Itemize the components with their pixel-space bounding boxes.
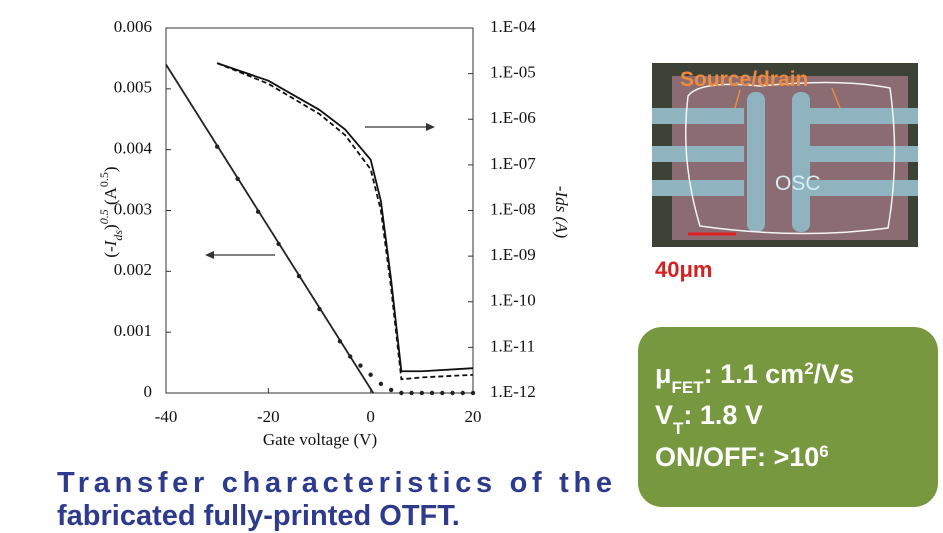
y2-tick-label: 1.E-07 — [490, 154, 536, 173]
x-tick-label: 20 — [465, 407, 482, 426]
series-line — [216, 62, 474, 381]
data-point — [255, 209, 261, 214]
y-label-part: ) — [101, 224, 120, 230]
data-point — [409, 390, 414, 396]
y-tick-label: 0.001 — [114, 321, 152, 340]
y2-label: -Ids (A) — [552, 186, 571, 239]
summary-part: FET — [672, 378, 705, 397]
data-point — [470, 390, 476, 396]
y-tick-label: 0.006 — [114, 17, 152, 36]
data-point — [388, 387, 394, 393]
data-point — [368, 372, 373, 377]
data-point — [358, 363, 363, 368]
y-tick-label: 0.003 — [114, 199, 152, 218]
x-tick-label: -20 — [257, 407, 280, 426]
summary-line: VT: 1.8 V — [655, 400, 763, 438]
y2-tick-label: 1.E-08 — [490, 199, 536, 218]
data-point — [214, 144, 220, 149]
data-point — [235, 176, 240, 182]
y2-tick-label: 1.E-09 — [490, 245, 536, 264]
y-tick-label: 0.005 — [114, 78, 152, 97]
y2-tick-label: 1.E-06 — [490, 108, 536, 127]
caption-line: fabricated fully-printed OTFT. — [57, 500, 460, 532]
plot-frame — [165, 27, 474, 394]
summary-line: μFET: 1.1 cm2/Vs — [655, 359, 854, 397]
x-label: Gate voltage (V) — [263, 430, 377, 449]
y-label: (-Ids)0.5 (A0.5) — [97, 166, 125, 257]
y-tick-label: 0.002 — [114, 260, 152, 279]
summary-part: T — [673, 419, 684, 438]
right-arrow — [365, 123, 435, 131]
summary-part: 2 — [804, 359, 813, 378]
x-tick-label: 0 — [366, 407, 375, 426]
y2-tick-label: 1.E-05 — [490, 63, 536, 82]
y-tick-label: 0.004 — [114, 139, 153, 158]
y-label-part: (- — [101, 246, 120, 258]
summary-part: 6 — [819, 442, 828, 461]
y-label-part: (A — [101, 186, 120, 209]
y2-tick-label: 1.E-04 — [490, 17, 536, 36]
y2-tick-label: 1.E-11 — [490, 336, 535, 355]
summary-box — [638, 327, 938, 507]
micrograph-label: OSC — [775, 172, 821, 195]
summary-part: : 1.8 V — [683, 400, 763, 430]
y-label-part: 0.5 — [97, 209, 111, 224]
data-point — [419, 390, 425, 396]
micrograph: Source/drain OSC — [652, 63, 918, 247]
y-label-part: 0.5 — [97, 172, 111, 187]
y-label-part: I — [101, 239, 120, 247]
data-point — [337, 339, 343, 344]
summary-part: /Vs — [814, 359, 855, 389]
data-point — [429, 390, 435, 396]
data-point — [450, 390, 455, 396]
scale-label: 40μm — [655, 257, 713, 282]
y-tick-label: 0 — [144, 382, 153, 401]
y-label-part: ds — [111, 230, 125, 241]
summary-part: : 1.1 cm — [704, 359, 805, 389]
y-label-part: ) — [101, 166, 120, 172]
summary-line: ON/OFF: >106 — [655, 442, 829, 473]
y2-tick-label: 1.E-12 — [490, 382, 536, 401]
data-point — [276, 241, 281, 247]
data-point — [317, 306, 322, 312]
data-point — [399, 390, 404, 396]
x-tick-label: -40 — [155, 407, 178, 426]
data-point — [296, 274, 302, 279]
data-point — [378, 381, 384, 387]
summary-part: ON/OFF: >10 — [655, 442, 819, 472]
data-point — [460, 390, 465, 396]
summary-part: V — [655, 400, 673, 430]
y2-tick-label: 1.E-10 — [490, 291, 536, 310]
series-line — [216, 62, 474, 373]
series-line — [165, 64, 374, 394]
data-point — [348, 354, 353, 359]
left-arrow — [205, 251, 275, 259]
data-point — [440, 390, 445, 396]
summary-part: μ — [655, 359, 672, 389]
micrograph-label: Source/drain — [680, 68, 808, 91]
caption-line: Transfer characteristics of the — [57, 467, 612, 499]
